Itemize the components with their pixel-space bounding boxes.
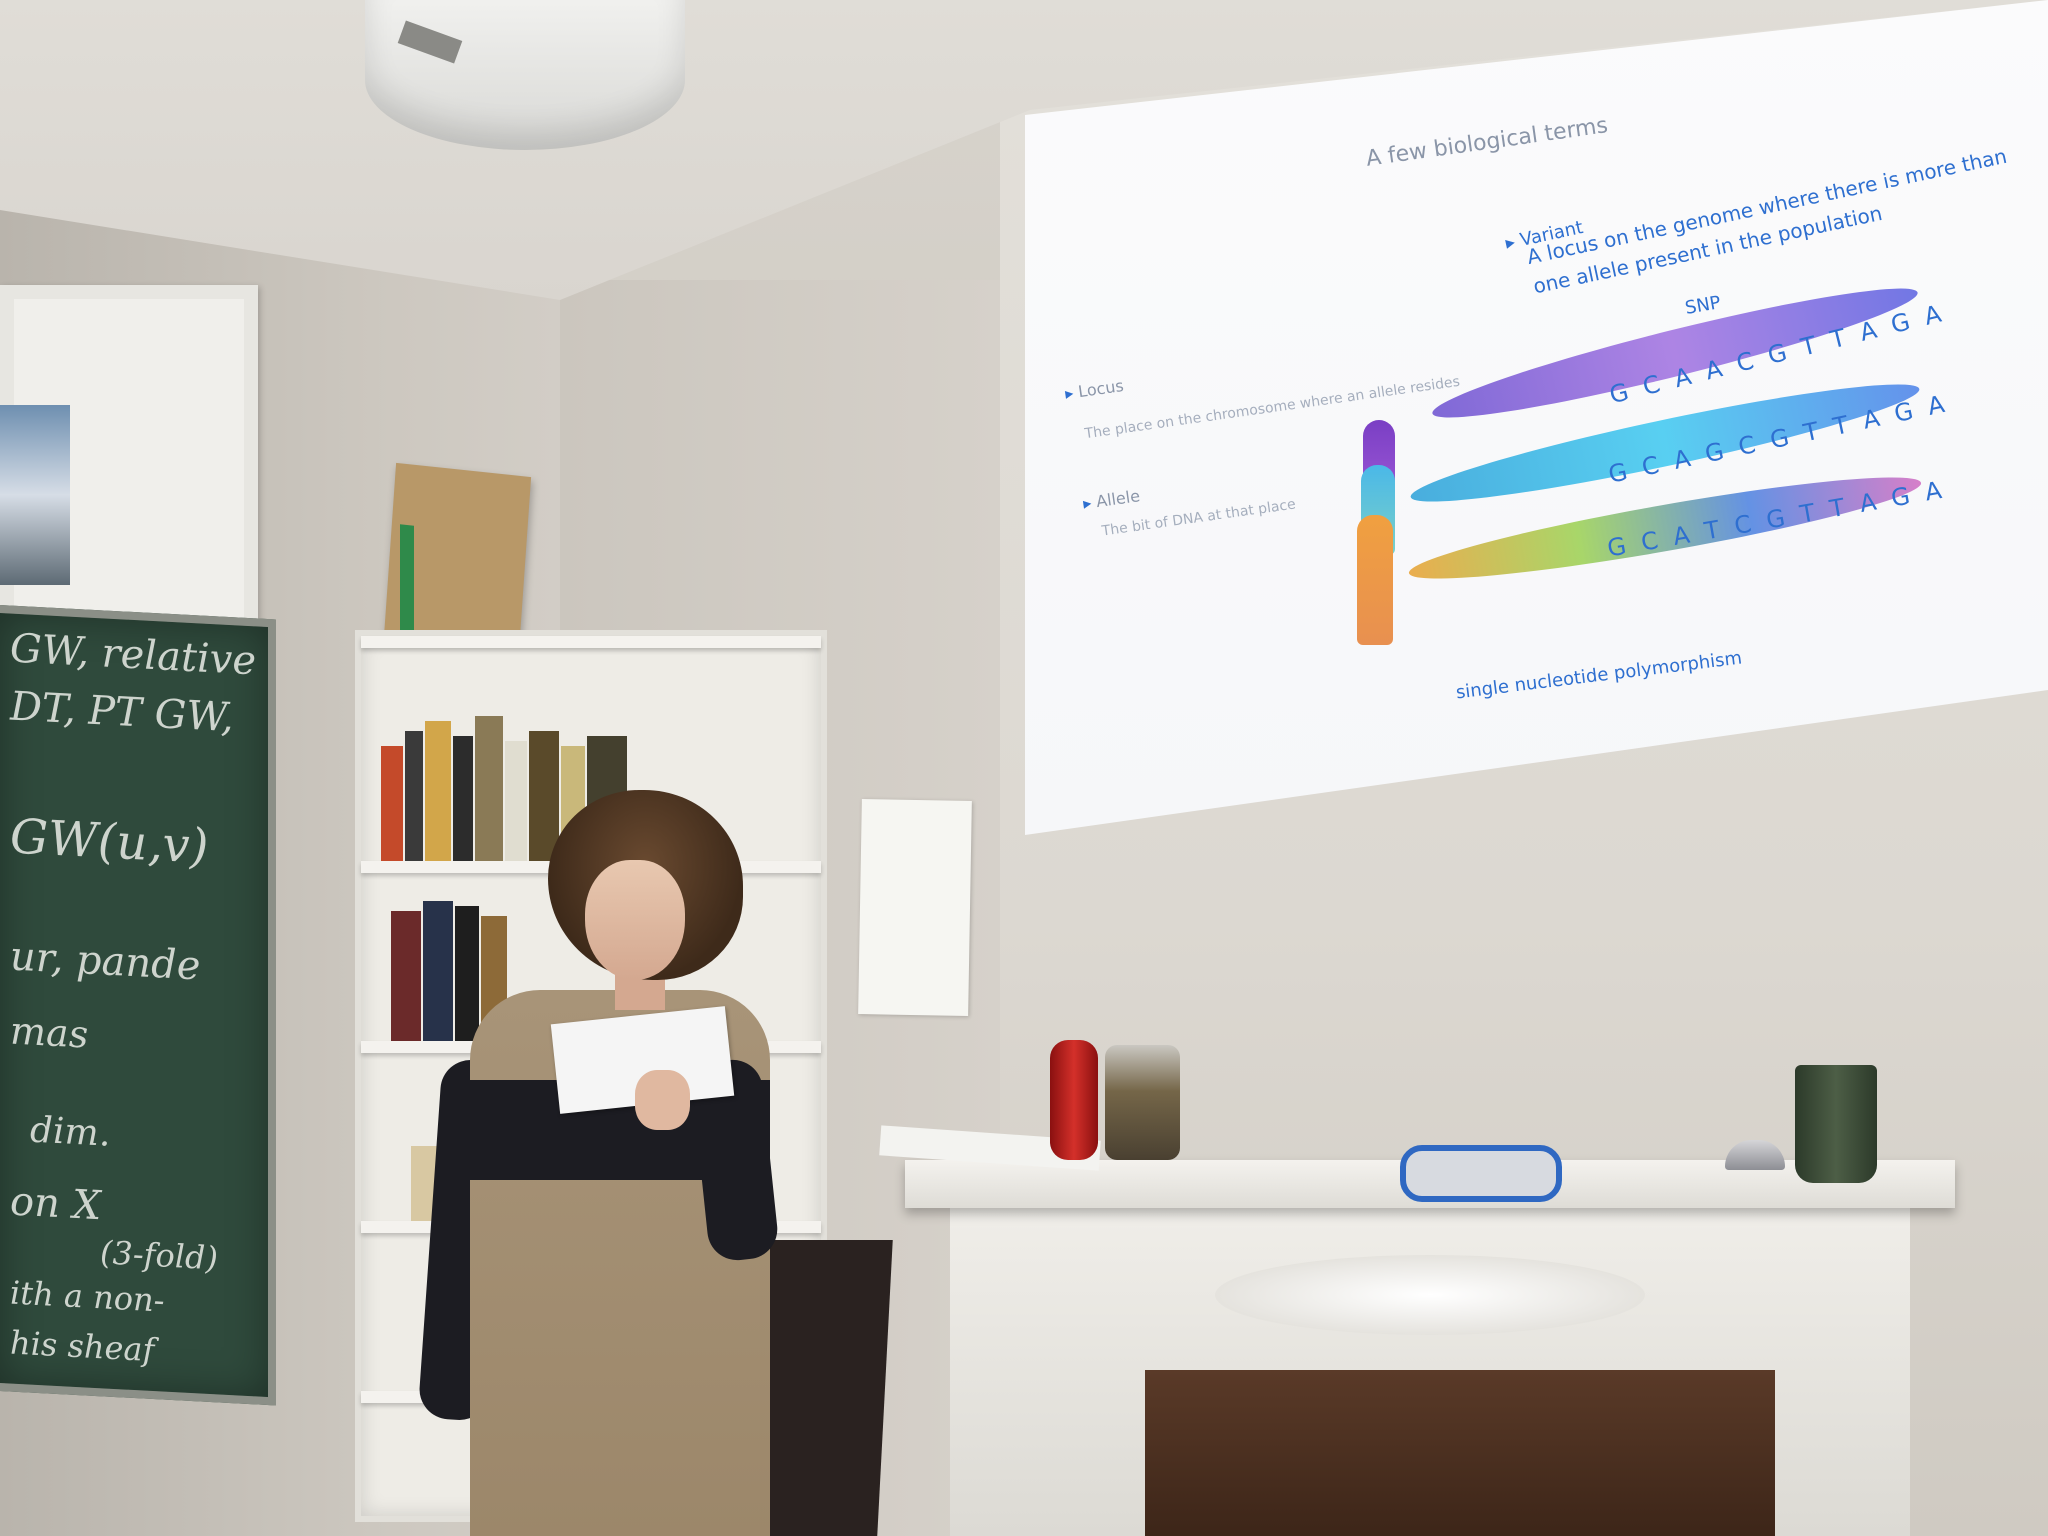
chalk-line: mas [10, 1008, 89, 1057]
book [453, 736, 473, 861]
bullet-definition: The place on the chromosome where an all… [1083, 373, 1461, 443]
chalk-line: on X [10, 1178, 102, 1230]
chalk-line: ur, pande [10, 933, 201, 990]
chalkboard: GW, relative DT, PT GW, GW(u,v) ur, pand… [0, 605, 276, 1406]
bullet-icon: ▸ [1081, 492, 1093, 513]
bullet-definition: A locus on the genome where there is mor… [1524, 143, 2009, 299]
book [423, 901, 453, 1041]
book [529, 731, 559, 861]
bullet-icon: ▸ [1503, 231, 1517, 254]
book [475, 716, 503, 861]
fireplace-brick [1145, 1370, 1775, 1536]
chalk-line: ith a non- [10, 1273, 165, 1320]
chalk-line: (3-fold) [100, 1233, 218, 1278]
red-speaker [1050, 1040, 1098, 1160]
book [455, 906, 479, 1041]
shelf-board [361, 636, 821, 648]
term-label: Locus [1076, 375, 1125, 402]
book [425, 721, 451, 861]
slide-caption: single nucleotide polymorphism [1454, 647, 1744, 704]
bullet-term-allele: ▸ Allele [1082, 486, 1141, 513]
bullet-term-locus: ▸ Locus [1064, 376, 1125, 403]
term-label: Allele [1094, 486, 1142, 512]
wall-poster [858, 799, 972, 1016]
ceramic-mug [1795, 1065, 1877, 1183]
service-bell [1725, 1140, 1785, 1170]
mountain-photo [0, 405, 70, 585]
chalk-line: his sheaf [10, 1323, 155, 1370]
bullet-icon: ▸ [1063, 383, 1075, 404]
presenter-hand [635, 1070, 690, 1130]
chalk-line: GW(u,v) [10, 808, 209, 875]
fireplace-carving [1215, 1255, 1645, 1335]
book [381, 746, 403, 861]
book [391, 911, 421, 1041]
presenter-face [585, 860, 685, 980]
chalk-line: DT, PT GW, [10, 683, 234, 742]
blue-pouch [1400, 1145, 1562, 1202]
lantern-stripe [400, 524, 414, 646]
book [405, 731, 423, 861]
slide-title: A few biological terms [1364, 113, 1610, 172]
glass-jar [1105, 1045, 1180, 1160]
chalk-line: GW, relative [10, 625, 257, 685]
book [505, 741, 527, 861]
chalk-line: dim. [30, 1109, 111, 1155]
person-silhouette-icon [1357, 515, 1393, 645]
snp-label: SNP [1683, 292, 1723, 319]
projected-slide: A few biological terms ▸ Locus The place… [1025, 0, 2048, 835]
